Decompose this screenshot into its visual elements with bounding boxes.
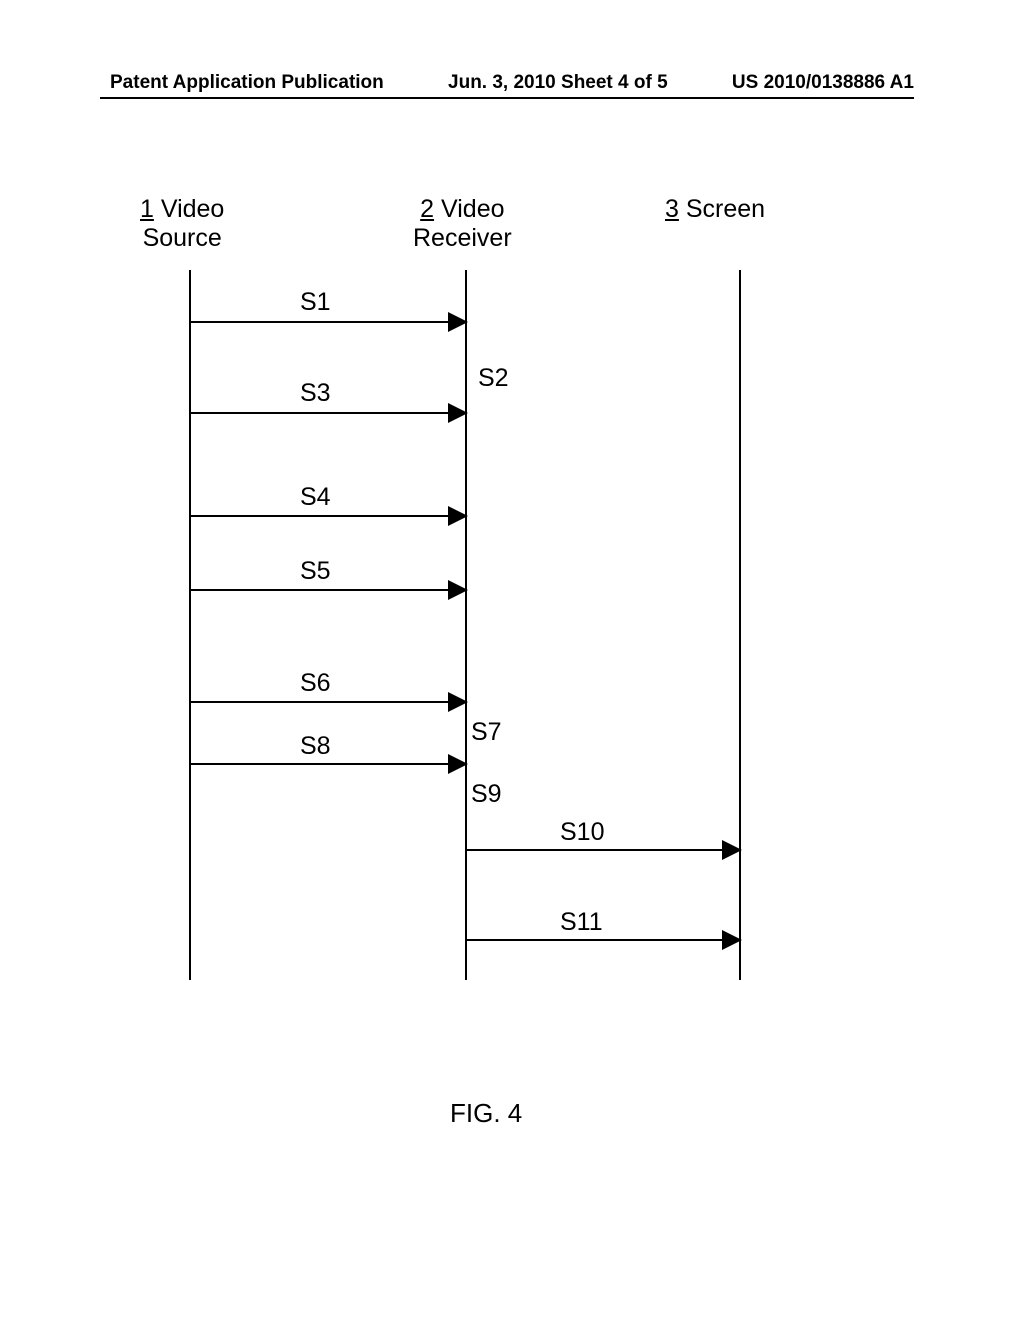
message-label: S9 xyxy=(471,780,502,809)
message-label: S2 xyxy=(478,364,509,393)
message-label: S7 xyxy=(471,718,502,747)
message-label: S1 xyxy=(300,288,331,317)
message-label: S4 xyxy=(300,483,331,512)
message-label: S6 xyxy=(300,669,331,698)
message-label: S5 xyxy=(300,557,331,586)
message-label: S10 xyxy=(560,818,604,847)
message-label: S8 xyxy=(300,732,331,761)
message-label: S11 xyxy=(560,908,603,937)
message-label: S3 xyxy=(300,379,331,408)
figure-caption: FIG. 4 xyxy=(450,1098,522,1129)
page: Patent Application Publication Jun. 3, 2… xyxy=(0,0,1024,1320)
